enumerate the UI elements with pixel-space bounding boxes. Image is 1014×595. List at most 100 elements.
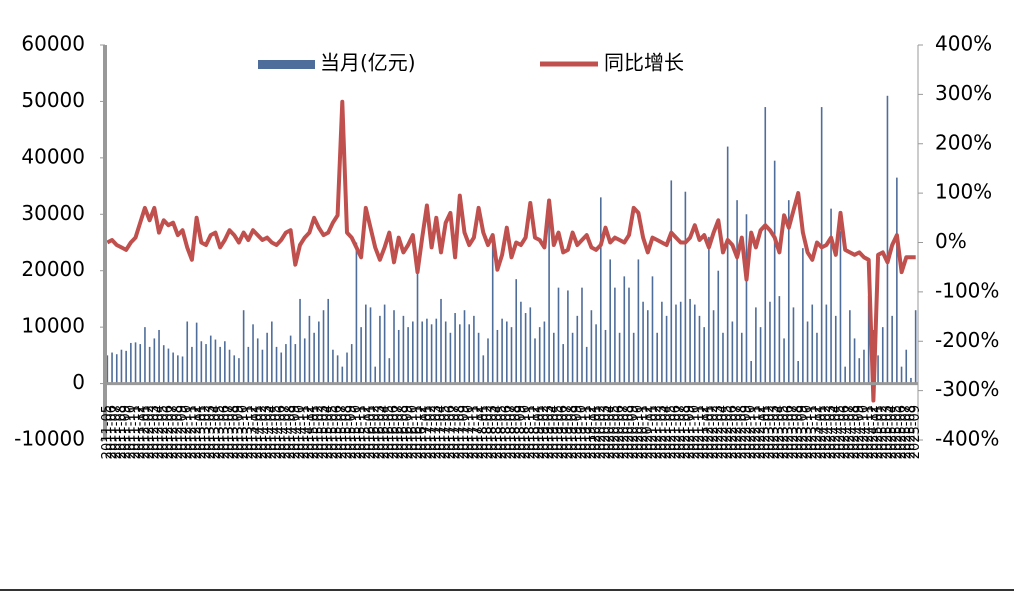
bar: [830, 208, 832, 384]
x-tick-label: 2021-01: [645, 405, 660, 459]
bar: [289, 335, 292, 384]
bar: [839, 231, 842, 384]
x-tick-label: 2022-05: [720, 405, 735, 459]
bar: [205, 344, 207, 384]
bar: [618, 332, 621, 384]
x-tick-label: 2024-03: [824, 405, 839, 459]
x-tick-label: 2023-08: [791, 405, 806, 459]
y2-tick-label: 200%: [935, 130, 992, 154]
bar: [355, 242, 358, 384]
bar: [496, 329, 499, 384]
x-tick-label: 2019-08: [565, 405, 580, 459]
bar: [684, 191, 687, 384]
bar: [477, 332, 480, 384]
bar: [459, 324, 461, 384]
bar: [811, 304, 814, 384]
x-tick-label: 2021-12: [697, 405, 712, 459]
bar: [717, 270, 720, 384]
bar: [896, 177, 898, 384]
bar: [275, 346, 278, 384]
bar: [623, 276, 626, 384]
x-tick-label: 2025-06: [894, 405, 909, 459]
x-tick-label: 2022-06: [725, 405, 740, 459]
bar: [849, 310, 851, 384]
x-tick-label: 2016-01: [363, 405, 378, 459]
bar: [656, 332, 658, 384]
x-tick-label: 2015-01: [307, 405, 322, 459]
bar: [125, 350, 127, 384]
x-tick-label: 2023-06: [781, 405, 796, 459]
bar: [877, 355, 879, 384]
bar: [252, 324, 254, 384]
x-tick-label: 2022-02: [706, 405, 721, 459]
x-tick-label: 2021-10: [687, 405, 702, 459]
x-tick-label: 2017-02: [424, 405, 439, 459]
x-tick-label: 2014-01: [250, 405, 265, 459]
bar: [834, 315, 837, 384]
x-tick-label: 2013-09: [231, 405, 246, 459]
x-tick-label: 2014-04: [264, 405, 279, 459]
bar: [308, 315, 311, 384]
x-tick-label: 2014-12: [302, 405, 317, 459]
x-tick-label: 2025-04: [885, 405, 900, 459]
bar: [520, 301, 522, 384]
x-tick-label: 2013-12: [246, 405, 261, 459]
bar: [693, 304, 696, 384]
bar: [209, 335, 212, 384]
x-tick-label: 2024-02: [819, 405, 834, 459]
bar: [529, 307, 532, 384]
x-tick-label: 2013-05: [213, 405, 228, 459]
x-tick-label: 2020-10: [631, 405, 646, 459]
bar: [303, 338, 306, 384]
x-tick-label: 2017-07: [448, 405, 463, 459]
x-tick-label: 2016-02: [368, 405, 383, 459]
bar: [247, 346, 250, 384]
x-tick-label: 2019-12: [584, 405, 599, 459]
x-tick-label: 2013-01: [194, 405, 209, 459]
bar: [581, 287, 583, 384]
bar: [891, 315, 893, 384]
x-tick-label: 2018-08: [509, 405, 524, 459]
bar: [350, 344, 353, 384]
x-tick-label: 2011-08: [114, 405, 129, 459]
y-tick-label: 50000: [21, 88, 85, 112]
bar: [162, 345, 165, 384]
x-tick-label: 2021-07: [673, 405, 688, 459]
x-tick-label: 2015-03: [316, 405, 331, 459]
x-tick-label: 2020-04: [603, 405, 618, 459]
bar: [120, 349, 123, 384]
bar: [388, 358, 391, 384]
x-tick-label: 2025-01: [871, 405, 886, 459]
bar: [731, 321, 734, 384]
bar: [910, 377, 912, 384]
bar: [111, 352, 113, 384]
legend-label: 当月(亿元): [320, 51, 416, 75]
bar: [900, 366, 903, 384]
bar: [858, 358, 861, 384]
bar: [679, 301, 682, 384]
bar: [336, 355, 339, 384]
x-tick-label: 2015-09: [344, 405, 359, 459]
bar: [646, 310, 649, 384]
x-tick-label: 2016-09: [401, 405, 416, 459]
bar: [632, 332, 635, 384]
bar: [604, 329, 607, 384]
bar: [195, 322, 198, 384]
x-tick-label: 2024-10: [856, 405, 871, 459]
x-tick-label: 2015-06: [330, 405, 345, 459]
x-tick-label: 2020-08: [621, 405, 636, 459]
x-tick-label: 2022-09: [739, 405, 754, 459]
y2-tick-label: -400%: [935, 427, 999, 451]
bar: [299, 298, 301, 384]
bar: [534, 338, 536, 384]
bar: [816, 332, 818, 384]
x-tick-label: 2015-10: [349, 405, 364, 459]
x-tick-label: 2011-06: [105, 405, 120, 459]
bar: [571, 332, 574, 384]
x-tick-label: 2017-12: [471, 405, 486, 459]
x-tick-label: 2013-10: [236, 405, 251, 459]
x-tick-label: 2020-11: [636, 405, 651, 459]
x-tick-label: 2024-05: [833, 405, 848, 459]
y2-tick-label: 300%: [935, 81, 992, 105]
legend-swatch: [258, 60, 315, 69]
